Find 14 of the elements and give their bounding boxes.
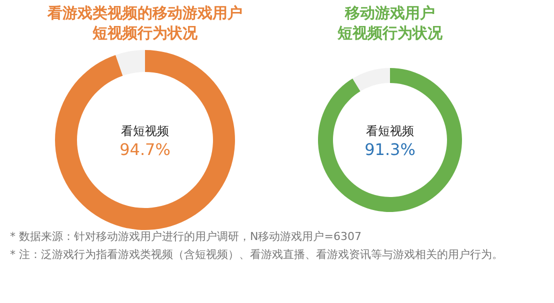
donut-slice (318, 68, 462, 212)
text: * 数据来源：针对移动游戏用户进行的用户调研，N移动游戏用户=6307 (10, 229, 362, 245)
donut-slice (55, 50, 235, 230)
text: 看游戏类视频的移动游戏用户 (48, 4, 242, 22)
donut-slice (116, 50, 145, 76)
text: 短视频行为状况 (92, 24, 198, 42)
slice-label: 看短视频 (121, 124, 169, 138)
text: 移动游戏用户 (345, 4, 435, 22)
text: 短视频行为状况 (338, 24, 442, 42)
donut-slice (352, 68, 390, 92)
slice-label: 看短视频 (366, 124, 414, 138)
data-label: 91.3% (364, 140, 416, 159)
text: * 注：泛游戏行为指看游戏类视频（含短视频）、看游戏直播、看游戏资讯等与游戏相关的用户行为。 (10, 247, 504, 263)
data-label: 94.7% (120, 140, 170, 159)
